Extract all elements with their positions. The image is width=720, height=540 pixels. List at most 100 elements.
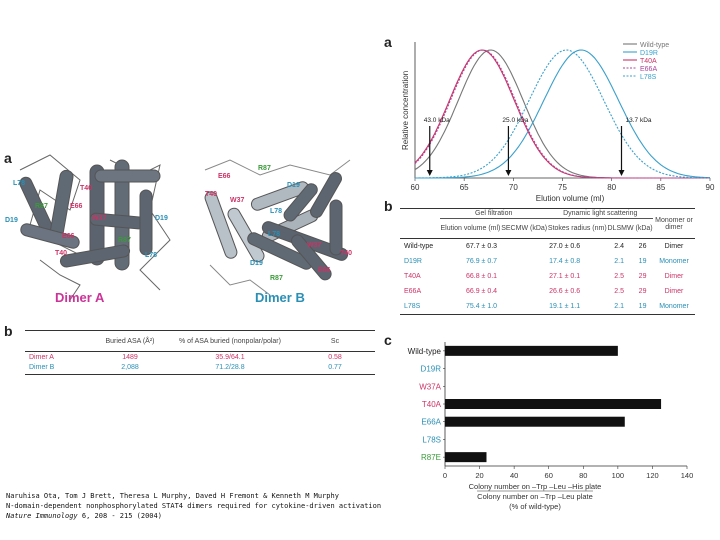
sc-cell: 0.77	[328, 363, 342, 371]
sec-cell-state: Monomer	[659, 303, 689, 310]
dimer-a-residue: R87	[118, 237, 131, 244]
sec-cell-label: T40A	[404, 273, 421, 280]
legend-entry: Wild-type	[640, 42, 669, 49]
header-cell: Elution volume (ml)	[440, 224, 501, 232]
colony-bar-wild-type	[445, 345, 618, 356]
right-panel-b-label: b	[384, 198, 393, 214]
header-cell: Sc	[330, 337, 340, 345]
citation: Naruhisa Ota, Tom J Brett, Theresa L Mur…	[6, 491, 386, 521]
citation-ref: 6, 208 - 215 (2004)	[81, 512, 162, 520]
colony-category-label: D19R	[421, 365, 442, 374]
sec-cell-label: L78S	[404, 303, 421, 310]
colony-xlabel-3: (% of wild-type)	[509, 502, 561, 511]
colony-x-tick-label: 120	[646, 471, 659, 480]
sec-table-row: E66A 66.9 ± 0.4 26.6 ± 0.6 2.5 29 Dimer	[400, 284, 695, 299]
asa-cell: 1489	[122, 353, 138, 361]
sec-cell-stokes: 2.1	[614, 258, 625, 265]
colony-xlabel-2: Colony number on –Trp –Leu plate	[477, 492, 593, 501]
dimer-a-residue: T40	[55, 250, 67, 257]
sec-cell-stokes: 2.5	[614, 273, 625, 280]
colony-bar-t40a	[445, 399, 662, 409]
sec-table: Gel filtration Dynamic light scattering …	[400, 208, 695, 315]
elution-series-t40a	[414, 49, 710, 179]
dimer-a-residue: R87	[35, 203, 48, 210]
colony-xlabel-1: Colony number on –Trp –Leu –His plate	[469, 482, 602, 491]
elution-x-tick-label: 65	[460, 183, 469, 192]
sec-cell-dls: 26	[638, 243, 647, 250]
sec-table-row: L78S 75.4 ± 1.0 19.1 ± 1.1 2.1 19 Monomer	[400, 299, 695, 314]
elution-series-e66a	[414, 49, 710, 179]
colony-x-tick-label: 80	[579, 471, 587, 480]
dimer-b-residue: T40	[340, 250, 352, 257]
header-cell: DLSMW (kDa)	[607, 224, 653, 232]
colony-x-tick-label: 60	[545, 471, 553, 480]
elution-series-d19r	[415, 49, 711, 179]
elution-chart: Relative concentration Elution volume (m…	[401, 42, 715, 203]
group-header: Gel filtration	[440, 209, 548, 219]
elution-series-l78s	[415, 49, 710, 179]
dimer-a-residue: E66	[62, 233, 75, 240]
sec-cell-secmw: 27.0 ± 0.6	[549, 243, 581, 250]
right-panel-c-label: c	[384, 332, 392, 348]
table-row: Dimer B 2,088 71.2/28.8 0.77	[25, 362, 375, 372]
dimer-a-residue: T40	[80, 185, 92, 192]
sc-cell: 0.58	[328, 353, 342, 361]
sec-cell-dls: 19	[638, 303, 647, 310]
colony-chart: 0 20 40 60 80 100 120 140 Wild-type D19R W37A T40A…	[408, 342, 694, 511]
sec-cell-secmw: 17.4 ± 0.8	[549, 258, 581, 265]
buried-asa-table: Buried ASA (Å²) % of ASA buried (nonpola…	[25, 330, 375, 375]
sec-cell-stokes: 2.1	[614, 303, 625, 310]
dimer-a-residue: W37	[92, 215, 107, 222]
dimer-b-residue: R87	[270, 275, 283, 282]
elution-x-tick-label: 90	[706, 183, 715, 192]
elution-x-tick-label: 80	[607, 183, 616, 192]
asa-cell: 2,088	[121, 363, 139, 371]
row-label: Dimer B	[29, 363, 55, 371]
header-cell: Stokes radius (nm)	[547, 224, 607, 232]
dimer-a-residue: L78	[13, 180, 25, 187]
colony-x-tick-label: 0	[443, 471, 447, 480]
dimer-b-residue: R87	[258, 165, 271, 172]
table-row: Dimer A 1489 35.9/64.1 0.58	[25, 352, 375, 362]
dimer-b-residue: E66	[318, 267, 331, 274]
group-header: Dynamic light scattering	[547, 209, 653, 219]
citation-authors: Naruhisa Ota, Tom J Brett, Theresa L Mur…	[6, 492, 339, 500]
dimer-a-structure	[19, 154, 171, 301]
colony-category-label: L78S	[422, 435, 441, 444]
sec-cell-state: Dimer	[664, 243, 684, 250]
sec-table-row: T40A 66.8 ± 0.1 27.1 ± 0.1 2.5 29 Dimer	[400, 269, 695, 284]
sec-cell-secmw: 26.6 ± 0.6	[549, 288, 581, 295]
pct-cell: 35.9/64.1	[215, 353, 245, 361]
citation-journal: Nature Immunology	[6, 512, 78, 520]
header-cell	[25, 331, 95, 351]
dimer-a-residue: D19	[155, 215, 168, 222]
sec-cell-ev: 76.9 ± 0.7	[465, 258, 498, 265]
left-panel-b-label: b	[4, 323, 13, 339]
dimer-a-residue: L78	[145, 252, 157, 259]
dimer-b-residue: L78	[270, 208, 282, 215]
elution-marker-arrowhead	[505, 170, 512, 176]
pct-cell: 71.2/28.8	[215, 363, 245, 371]
colony-category-label: R87E	[421, 453, 441, 462]
colony-x-tick-label: 40	[510, 471, 518, 480]
dimer-structures-figure: L78 R87 T40 E66 W37 D19 E66 R87 T40 L78 …	[5, 154, 352, 305]
right-panel-a-label: a	[384, 34, 392, 50]
elution-x-tick-label: 85	[656, 183, 665, 192]
header-cell: Buried ASA (Å²)	[105, 337, 155, 345]
elution-x-tick-label: 75	[558, 183, 567, 192]
legend-entry: E66A	[640, 66, 657, 73]
elution-marker-arrowhead	[426, 170, 433, 176]
elution-x-tick-label: 60	[411, 183, 420, 192]
sec-cell-state: Dimer	[664, 273, 684, 280]
legend-entry: D19R	[640, 50, 658, 57]
sec-cell-stokes: 2.5	[614, 288, 625, 295]
dimer-b-structure	[204, 159, 351, 296]
sec-cell-ev: 66.9 ± 0.4	[465, 288, 498, 295]
colony-x-tick-label: 140	[681, 471, 694, 480]
row-label: Dimer A	[29, 353, 54, 361]
elution-marker-label: 25.0 kDa	[502, 117, 528, 124]
dimer-b-residue-labels: E66 R87 T40 W37 D19 L78 L78 W37 D19 R87 …	[205, 165, 352, 282]
colony-category-label: Wild-type	[408, 347, 442, 356]
dimer-b-residue: D19	[250, 260, 263, 267]
elution-marker-label: 13.7 kDa	[626, 117, 652, 124]
